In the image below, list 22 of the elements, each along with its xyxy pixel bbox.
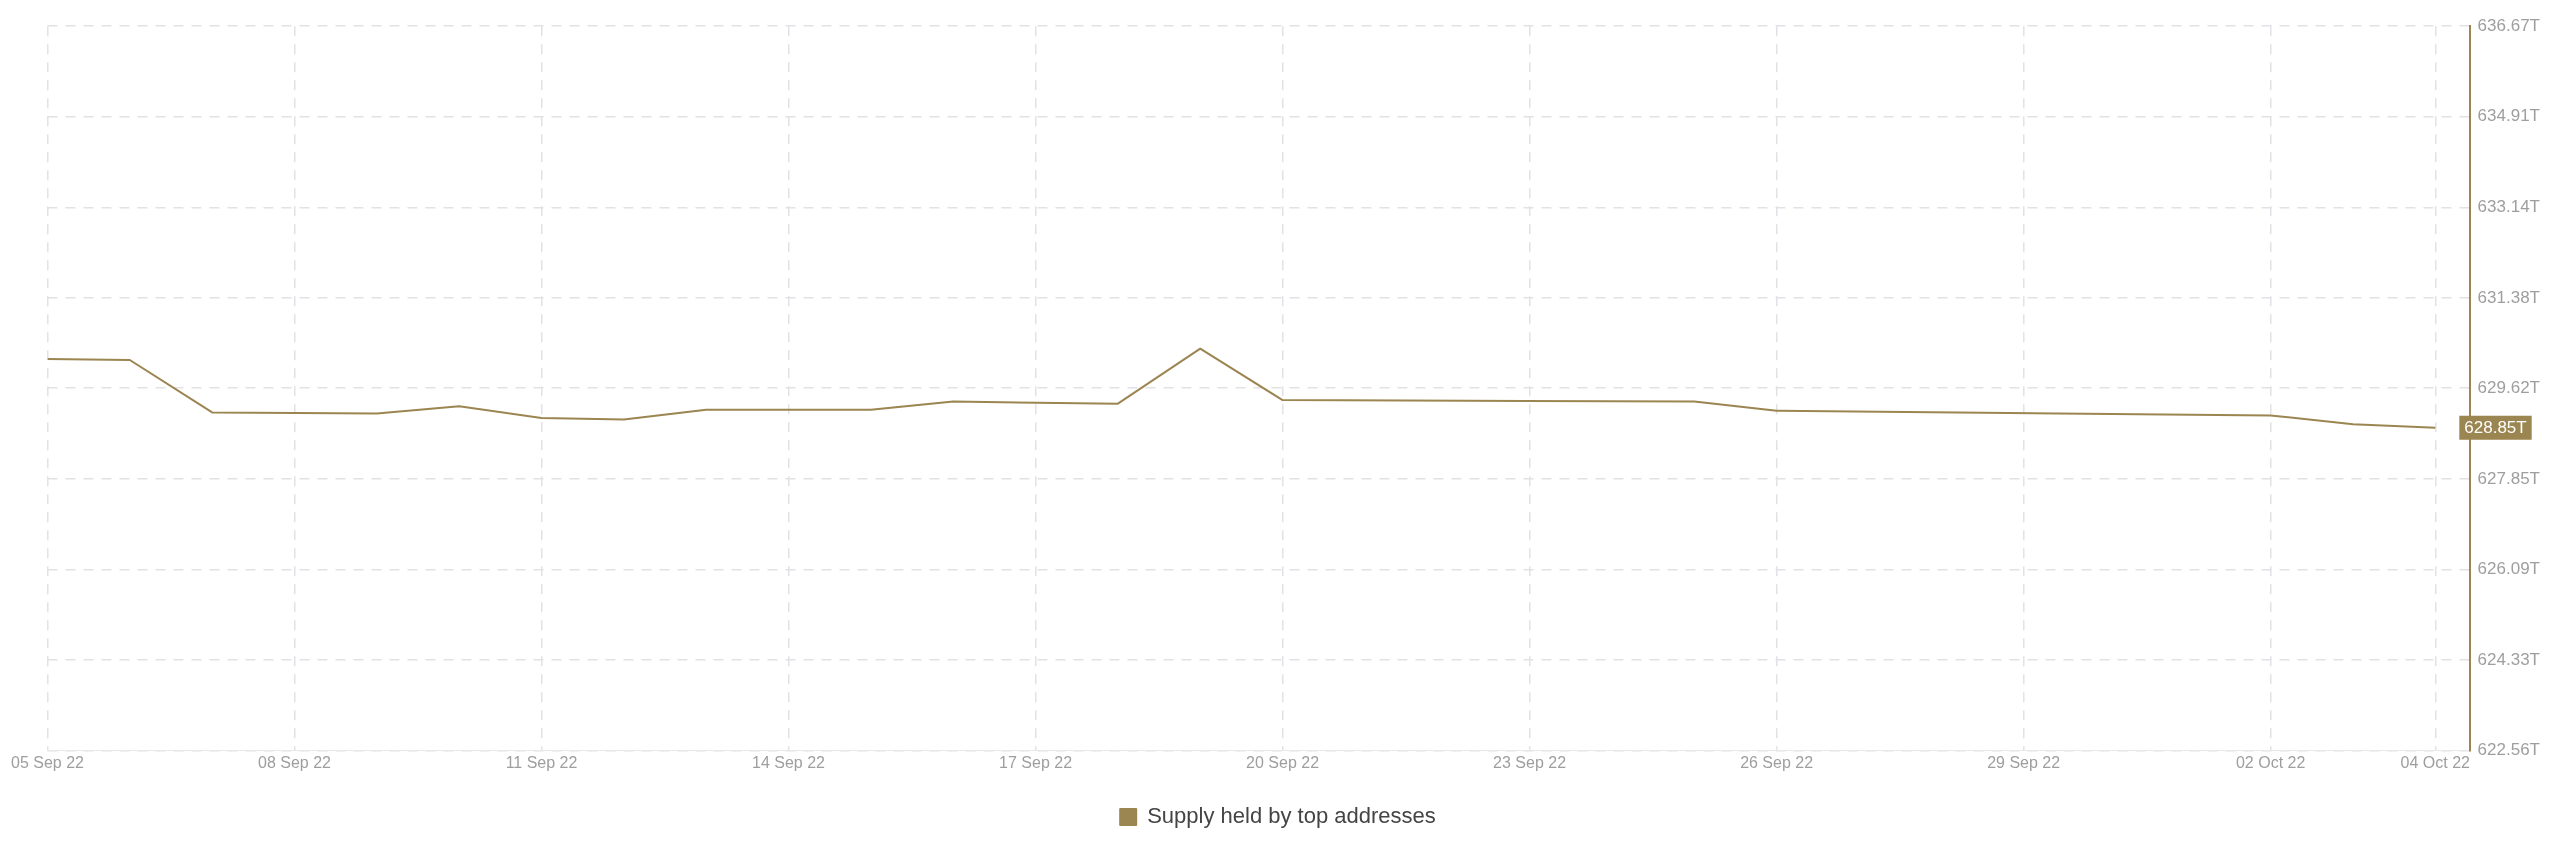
x-tick-label: 04 Oct 22 [2400,753,2471,771]
x-tick-label: 23 Sep 22 [1493,753,1567,771]
y-tick-label: 636.67T [2477,15,2541,35]
x-tick-label: 20 Sep 22 [1246,753,1320,771]
y-tick-label: 633.14T [2477,197,2541,217]
x-tick-label: 11 Sep 22 [505,753,578,771]
y-tick-label: 631.38T [2477,287,2541,307]
y-tick-label: 626.09T [2477,559,2541,579]
x-tick-label: 17 Sep 22 [999,753,1073,771]
y-tick-label: 634.91T [2477,106,2541,126]
y-tick-label: 627.85T [2477,468,2541,488]
x-tick-label: 26 Sep 22 [1740,753,1814,771]
y-tick-label: 622.56T [2477,740,2541,760]
x-tick-label: 14 Sep 22 [752,753,826,771]
legend-label: Supply held by top addresses [1147,803,1436,829]
y-tick-label: 629.62T [2477,377,2541,397]
y-tick-label: 624.33T [2477,649,2541,669]
x-tick-label: 29 Sep 22 [1987,753,2061,771]
x-tick-label: 02 Oct 22 [2235,753,2306,771]
x-tick-label: 05 Sep 22 [11,753,85,771]
annotation: 628.85T [2464,418,2527,438]
x-tick-label: 08 Sep 22 [258,753,332,771]
